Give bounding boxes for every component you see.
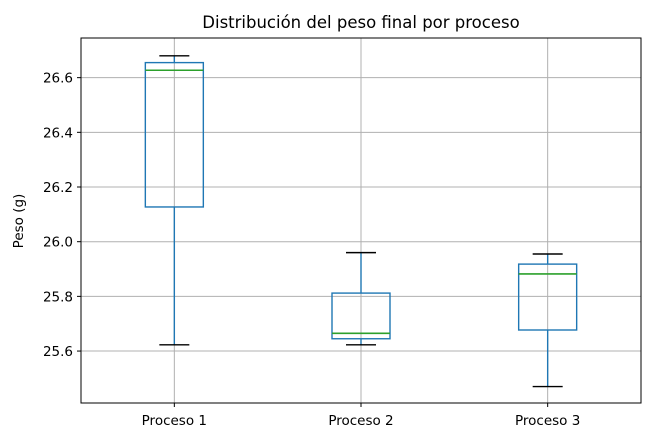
x-tick-label: Proceso 3	[515, 413, 580, 428]
y-tick-label: 26.4	[43, 125, 73, 141]
plot-frame	[80, 37, 642, 404]
box-layer	[144, 55, 578, 388]
x-tick-label: Proceso 1	[142, 413, 207, 428]
y-tick-label: 25.8	[43, 289, 73, 305]
y-tick-label: 26.0	[43, 235, 73, 251]
box-group-2	[331, 251, 391, 346]
tick-layer: 25.6 25.8 26.0 26.2 26.4 26.6 Proceso 1 Proceso…	[43, 71, 580, 428]
iqr-box	[517, 263, 578, 331]
chart-title: Distribución del peso final por proceso	[202, 13, 519, 32]
x-tick-label: Proceso 2	[328, 413, 393, 428]
box-group-1	[144, 55, 205, 346]
y-axis-label: Peso (g)	[11, 194, 27, 249]
grid-layer	[81, 38, 641, 403]
box-group-3	[517, 253, 578, 388]
y-tick-label: 26.2	[43, 180, 73, 196]
iqr-box	[144, 61, 205, 208]
y-tick-label: 25.6	[43, 344, 73, 360]
iqr-box	[331, 292, 391, 340]
y-tick-label: 26.6	[43, 71, 73, 87]
